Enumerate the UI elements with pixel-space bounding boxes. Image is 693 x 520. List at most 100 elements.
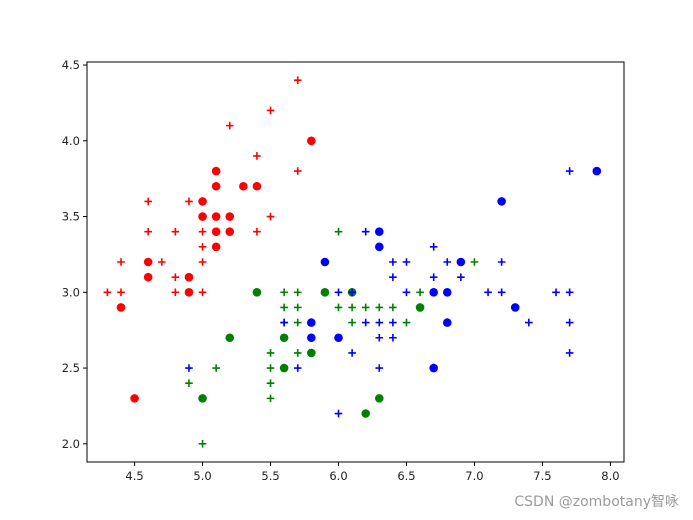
data-point-plus (348, 303, 356, 312)
data-point-plus (389, 318, 397, 327)
data-point-circle (225, 212, 235, 221)
data-point-plus (375, 318, 384, 327)
data-point-circle (320, 288, 330, 297)
x-axis: 4.5 5.0 5.5 6.0 6.5 7.0 7.5 8.0 (125, 462, 620, 483)
data-point-plus (293, 318, 302, 327)
data-point-circle (225, 227, 235, 236)
data-point-plus (375, 364, 384, 372)
data-point-circle (252, 288, 262, 297)
y-tick-label: 4.0 (62, 134, 80, 148)
data-point-plus (185, 364, 193, 372)
data-point-plus (389, 273, 397, 281)
watermark: CSDN @zombotany智咏 (514, 494, 679, 510)
data-point-circle (429, 288, 438, 297)
data-point-plus (348, 349, 356, 357)
data-point-plus (565, 288, 574, 297)
data-point-plus (416, 288, 424, 297)
data-point-plus (552, 288, 560, 297)
data-point-circle (279, 333, 289, 343)
data-point-circle (211, 212, 221, 221)
y-tick-label: 3.5 (62, 210, 80, 224)
data-point-plus (402, 288, 411, 297)
data-point-circle (211, 227, 221, 236)
data-point-circle (239, 181, 248, 191)
data-point-plus (375, 333, 384, 342)
data-point-circle (415, 303, 425, 312)
data-point-plus (429, 273, 438, 281)
data-point-plus (334, 409, 343, 418)
data-point-circle (307, 136, 316, 146)
data-point-plus (361, 318, 370, 327)
data-point-circle (198, 212, 207, 221)
y-tick-label: 2.0 (62, 437, 80, 451)
data-markers (103, 76, 602, 448)
data-point-circle (456, 257, 466, 267)
data-point-plus (280, 288, 288, 297)
data-point-circle (225, 333, 235, 343)
data-point-plus (198, 227, 207, 236)
x-tick-label: 8.0 (601, 469, 619, 483)
data-point-plus (253, 152, 261, 160)
data-point-circle (374, 227, 384, 236)
data-point-circle (211, 242, 221, 252)
data-point-circle (510, 303, 520, 312)
data-point-circle (130, 394, 139, 403)
x-tick-label: 5.0 (193, 469, 211, 483)
data-point-plus (266, 394, 275, 403)
data-point-plus (457, 273, 465, 281)
data-point-circle (320, 257, 330, 267)
data-point-plus (185, 379, 193, 388)
data-point-plus (402, 258, 411, 266)
data-point-circle (184, 272, 194, 282)
data-point-plus (375, 303, 384, 312)
x-tick-label: 4.5 (125, 469, 143, 483)
data-point-circle (184, 288, 194, 297)
data-point-circle (143, 257, 153, 267)
data-point-plus (117, 288, 125, 297)
data-point-plus (293, 364, 302, 372)
data-point-plus (266, 212, 275, 221)
data-point-plus (484, 288, 492, 297)
data-point-plus (280, 303, 288, 312)
data-point-circle (442, 318, 452, 327)
data-point-plus (280, 318, 288, 327)
data-point-plus (389, 258, 397, 266)
data-point-plus (157, 258, 166, 266)
data-point-circle (374, 242, 384, 252)
data-point-circle (307, 333, 316, 343)
data-point-plus (402, 318, 411, 327)
plot-frame (86, 61, 625, 463)
x-tick-label: 5.5 (261, 469, 279, 483)
data-point-plus (253, 227, 261, 236)
data-point-plus (225, 121, 234, 130)
data-point-circle (143, 272, 153, 282)
data-point-plus (470, 258, 479, 266)
x-tick-label: 7.5 (533, 469, 551, 483)
data-point-plus (497, 288, 506, 297)
y-tick-label: 2.5 (62, 361, 80, 375)
data-point-plus (198, 243, 207, 251)
data-point-circle (198, 197, 207, 206)
data-point-plus (429, 243, 438, 251)
x-tick-label: 6.0 (329, 469, 347, 483)
y-tick-label: 3.0 (62, 285, 80, 299)
data-point-plus (171, 227, 180, 236)
data-point-plus (144, 227, 152, 236)
y-tick-label: 4.5 (62, 58, 80, 72)
data-point-plus (293, 288, 302, 297)
data-point-plus (361, 303, 370, 312)
data-point-plus (266, 349, 275, 357)
data-point-plus (565, 167, 574, 175)
data-point-circle (497, 197, 506, 206)
data-point-circle (429, 363, 438, 373)
data-point-circle (198, 394, 207, 403)
data-point-plus (144, 197, 152, 206)
y-axis: 2.0 2.5 3.0 3.5 4.0 4.5 (62, 58, 87, 451)
data-point-plus (565, 318, 574, 327)
data-point-plus (103, 288, 112, 297)
x-tick-label: 6.5 (397, 469, 415, 483)
data-point-plus (117, 258, 125, 266)
data-point-plus (198, 440, 207, 448)
data-point-plus (497, 258, 506, 266)
